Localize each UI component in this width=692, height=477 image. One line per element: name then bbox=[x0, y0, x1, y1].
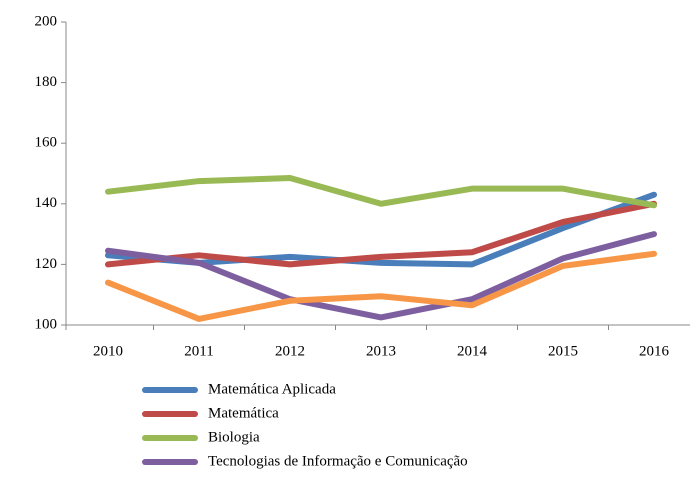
x-tick-label: 2013 bbox=[366, 343, 396, 359]
y-tick-label: 120 bbox=[35, 256, 58, 272]
x-tick-label: 2011 bbox=[184, 343, 213, 359]
legend-label: Biologia bbox=[208, 429, 260, 445]
series-line bbox=[105, 250, 657, 322]
legend-label: Tecnologias de Informação e Comunicação bbox=[208, 453, 468, 469]
y-tick-label: 140 bbox=[35, 195, 58, 211]
x-tick-label: 2014 bbox=[457, 343, 488, 359]
y-tick-label: 180 bbox=[35, 74, 58, 90]
y-tick-label: 200 bbox=[35, 13, 58, 29]
series-line bbox=[105, 200, 657, 268]
series-line bbox=[105, 231, 657, 321]
x-tick-label: 2015 bbox=[548, 343, 578, 359]
x-tick-label: 2016 bbox=[639, 343, 670, 359]
y-tick-label: 100 bbox=[35, 316, 58, 332]
x-tick-label: 2010 bbox=[93, 343, 123, 359]
legend-label: Matemática bbox=[208, 405, 279, 421]
x-tick-label: 2012 bbox=[275, 343, 305, 359]
legend-label: Matemática Aplicada bbox=[208, 381, 336, 397]
y-tick-label: 160 bbox=[35, 135, 58, 151]
series-line bbox=[105, 175, 657, 209]
